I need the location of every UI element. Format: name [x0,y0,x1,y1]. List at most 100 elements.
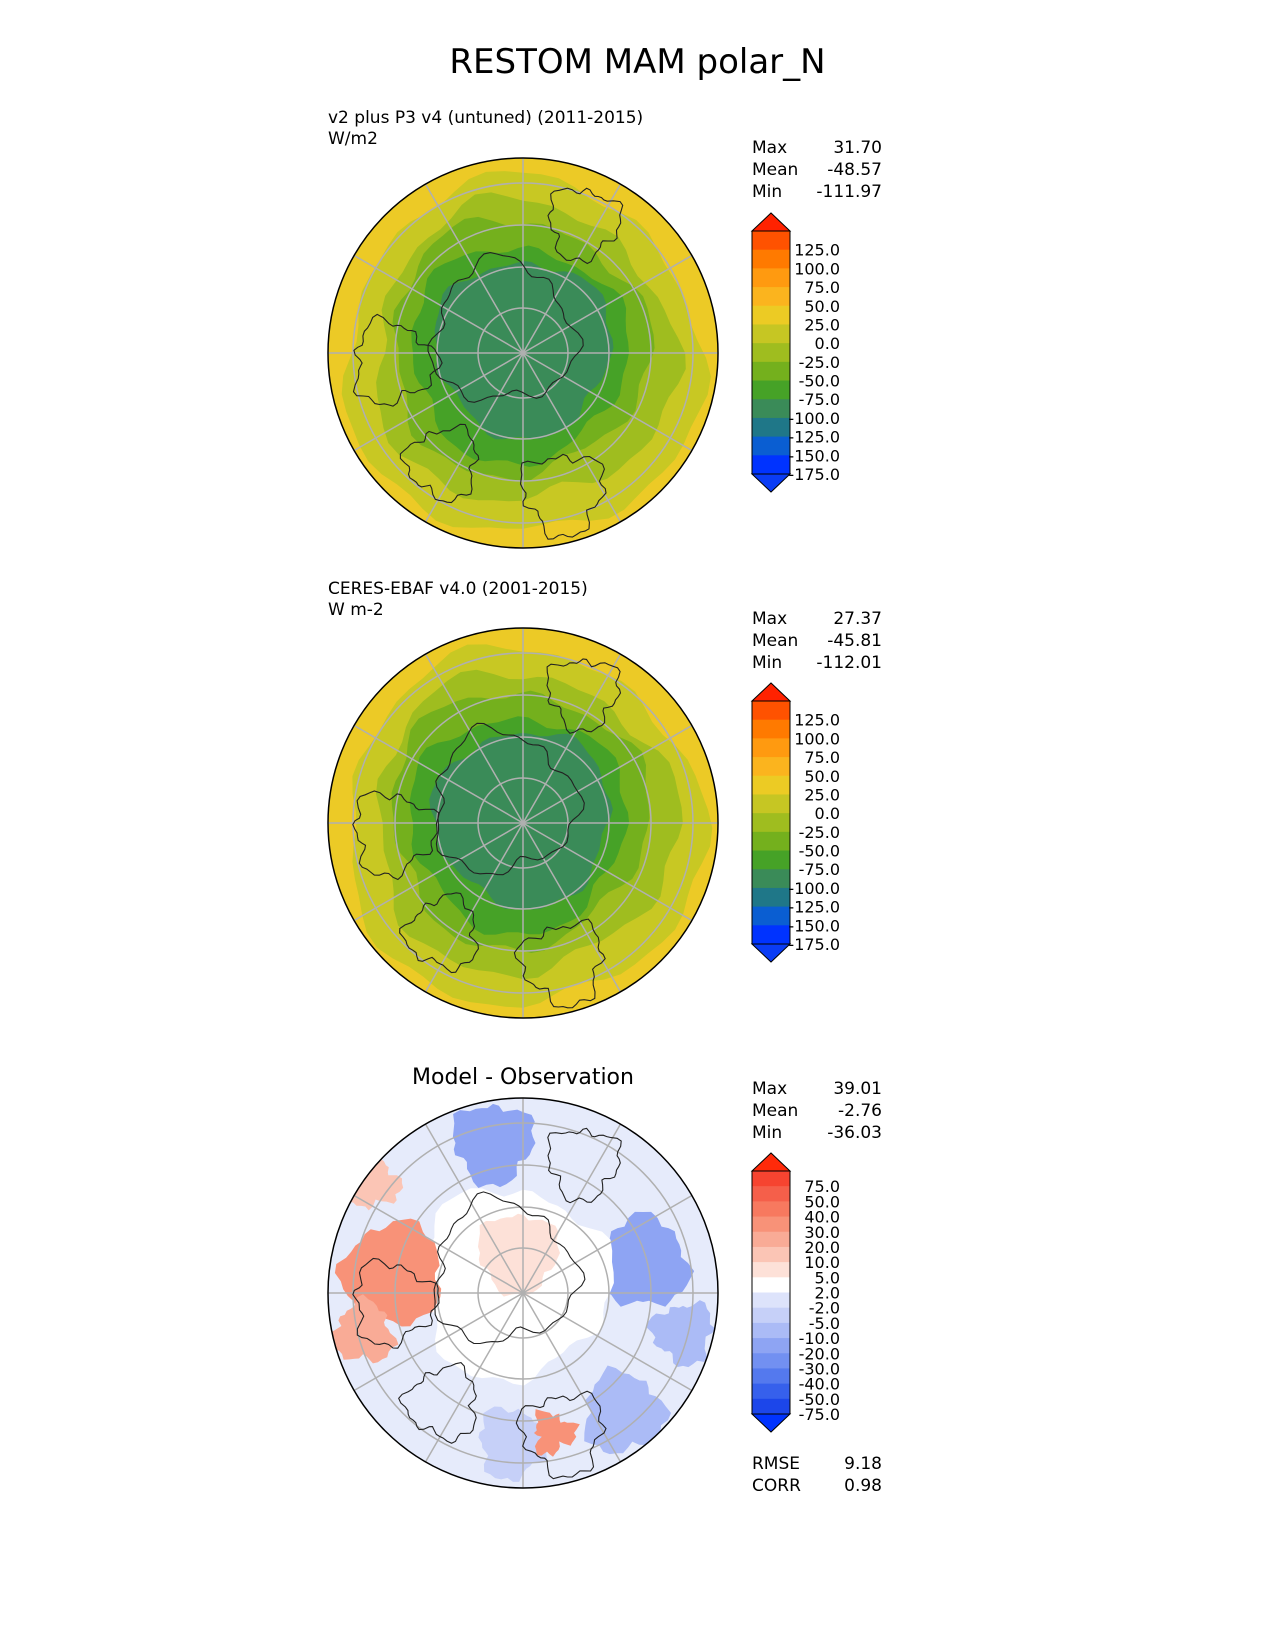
colorbar-segment [752,775,790,795]
longitude-line [522,722,697,824]
colorbar-tick-label: -125.0 [788,898,840,917]
colorbar-segment [752,794,790,814]
colorbar-segment [752,757,790,777]
colorbar-segment [752,925,790,945]
coastline [427,252,584,403]
longitude-line [422,179,524,354]
map-observation [328,628,718,1018]
colorbar-tick-label: 0.0 [815,334,840,353]
longitude-line [522,352,624,527]
longitude-line [422,1292,524,1467]
stat-mean: Mean -2.76 [752,1101,882,1121]
stat-min: Min -111.97 [752,182,882,202]
colorbar-segment [752,719,790,739]
stat-max: Max 39.01 [752,1079,882,1099]
colorbar-tick-label: -175.0 [788,935,840,954]
colorbar-tick-label: 75.0 [804,1177,840,1196]
field-positive [534,1409,580,1457]
colorbar-tick-label: 2.0 [815,1284,840,1303]
field-positive [328,1294,399,1364]
colorbar-tick-label: -10.0 [799,1329,840,1348]
map-difference [328,1098,718,1488]
colorbar-tick-label: 75.0 [804,278,840,297]
colorbar-segment [752,1322,790,1339]
coastline [433,1191,586,1345]
longitude-line [522,1119,624,1294]
colorbar-segment [752,1171,790,1187]
colorbar-tick-label: -25.0 [799,823,840,842]
longitude-line [349,1192,524,1294]
colorbar-segment [752,701,790,721]
longitude-line [522,1292,624,1467]
field-positive [478,1213,560,1297]
coastline [352,790,440,881]
colorbar-tick-label: -50.0 [799,1390,840,1409]
colorbar-segment [752,1231,790,1248]
colorbar-segment [752,1353,790,1369]
longitude-line [349,252,524,354]
stat-corr: CORR 0.98 [752,1476,882,1496]
panel-1-title: v2 plus P3 v4 (untuned) (2011-2015) [328,108,644,128]
colorbar-tick-label: 25.0 [804,785,840,804]
panel-2-units: W m-2 [328,600,384,620]
stat-mean: Mean -48.57 [752,160,882,180]
colorbar-segment [752,738,790,758]
colorbar-segment [752,831,790,852]
colorbar-tick-label: 0.0 [815,804,840,823]
longitude-line [522,252,697,354]
longitude-line [522,352,697,454]
longitude-line [349,1292,524,1394]
colorbar-tick-label: 50.0 [804,297,840,316]
colorbar-segment [752,287,790,307]
colorbar-segment [752,417,790,438]
colorbar-segment [752,869,790,889]
coastline [547,187,624,265]
panel-2-title: CERES-EBAF v4.0 (2001-2015) [328,579,588,599]
colorbar-segment [752,1277,790,1293]
coastline [399,892,479,974]
colorbar-segment [752,906,790,926]
panel-1-units: W/m2 [328,129,378,149]
field-negative [478,1406,553,1482]
longitude-line [422,352,524,527]
map-model [328,158,718,548]
colorbar-frame [751,230,791,475]
colorbar-tick-label: -2.0 [809,1299,840,1318]
coastline [515,1390,607,1480]
colorbar-tick-label: -50.0 [799,372,840,391]
map-border [327,157,719,549]
longitude-line [422,822,524,997]
panel-1-stats: Max 31.70 Mean -48.57 Min -111.97 [752,137,882,203]
longitude-line [522,822,697,924]
stat-min: Min -112.01 [752,653,882,673]
colorbar-tick-label: -5.0 [809,1314,840,1333]
colorbar-tick-label: -75.0 [799,860,840,879]
colorbar-segment [752,1201,790,1218]
map-border [327,1097,719,1489]
longitude-line [522,1192,697,1294]
longitude-line [522,649,624,824]
field-negative [584,1365,672,1455]
longitude-line [422,649,524,824]
coastline [513,918,606,1009]
colorbar-tick-label: -100.0 [788,409,840,428]
colorbar-tick-label: 50.0 [804,1192,840,1211]
coastline [435,722,585,876]
longitude-line [349,352,524,454]
panel-3-bottom-stats: RMSE 9.18 CORR 0.98 [752,1453,882,1497]
stat-rmse: RMSE 9.18 [752,1454,882,1474]
colorbar-segment [752,1292,790,1309]
colorbar-tick-label: -150.0 [788,446,840,465]
colorbar-difference: 75.050.040.030.020.010.05.02.0-2.0-5.0-1… [750,1152,840,1433]
colorbar-segment [752,1338,790,1354]
colorbar-tick-label: 10.0 [804,1253,840,1272]
coastline [398,1361,477,1444]
coastline [519,453,607,540]
coastline [352,1257,440,1349]
colorbar-segment [752,850,790,870]
colorbar-extend-bottom [750,473,792,493]
colorbar-tick-label: 30.0 [804,1223,840,1242]
colorbar-segment [752,455,790,475]
colorbar-tick-label: -25.0 [799,353,840,372]
colorbar-segment [752,1383,790,1400]
